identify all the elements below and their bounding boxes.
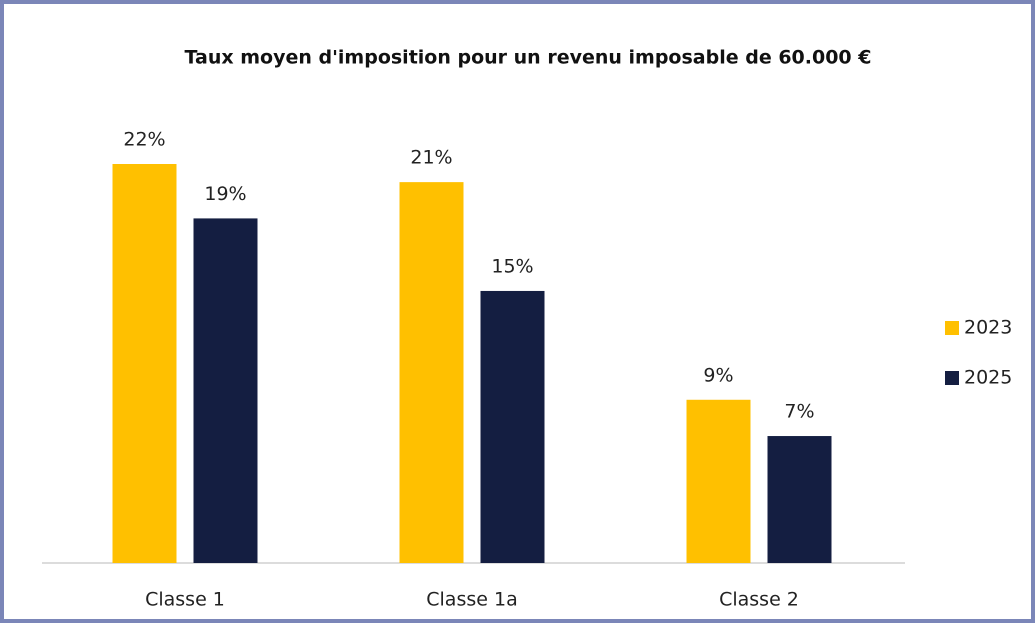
bar bbox=[480, 290, 545, 563]
value-label: 22% bbox=[123, 129, 165, 151]
bar bbox=[686, 399, 751, 563]
legend-swatch bbox=[945, 321, 959, 335]
bar bbox=[767, 436, 832, 563]
legend-label: 2023 bbox=[964, 317, 1012, 339]
value-label: 9% bbox=[703, 364, 733, 386]
x-tick-label: Classe 1 bbox=[145, 589, 225, 611]
bar bbox=[193, 218, 258, 563]
x-tick-label: Classe 1a bbox=[426, 589, 517, 611]
value-label: 21% bbox=[410, 147, 452, 169]
bar bbox=[399, 182, 464, 564]
value-label: 19% bbox=[204, 183, 246, 205]
chart-title: Taux moyen d'imposition pour un revenu i… bbox=[185, 47, 872, 69]
value-label: 7% bbox=[784, 401, 814, 423]
legend-swatch bbox=[945, 371, 959, 385]
value-label: 15% bbox=[491, 255, 533, 277]
x-tick-label: Classe 2 bbox=[719, 589, 799, 611]
legend-label: 2025 bbox=[964, 367, 1012, 389]
bar bbox=[112, 164, 177, 563]
